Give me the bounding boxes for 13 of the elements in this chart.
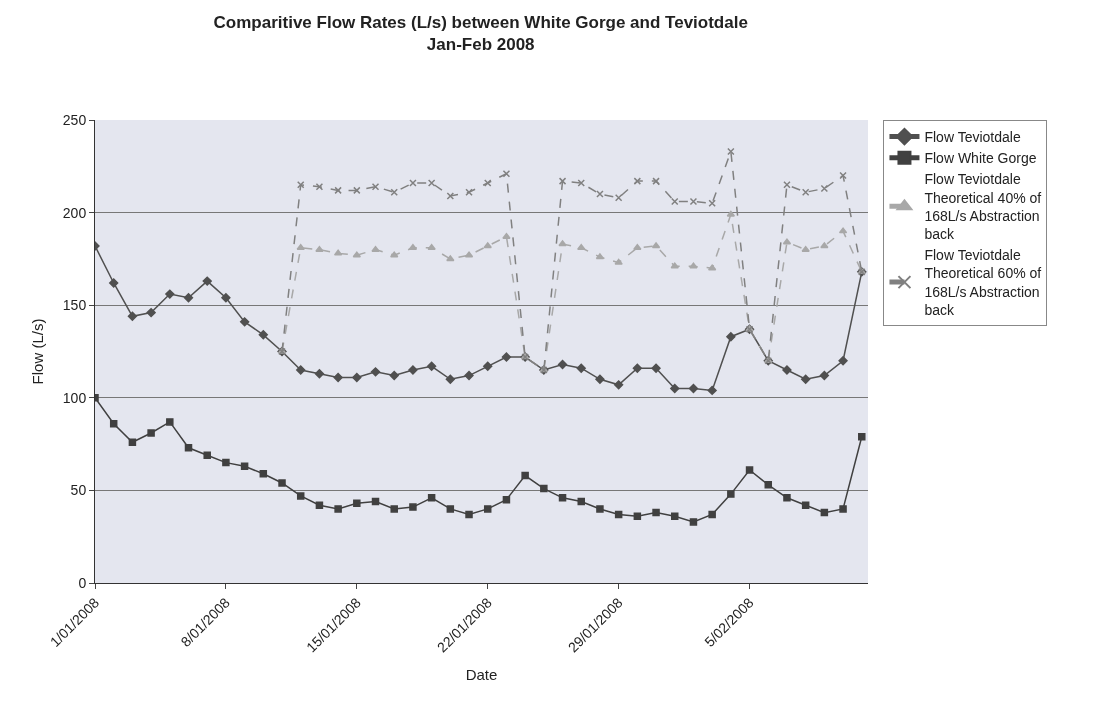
legend-label: Flow White Gorge <box>924 150 1037 167</box>
legend-label: Flow Teviotdale Theoretical 60% of 168L/s Abstraction back <box>924 247 1042 318</box>
chart-title: Comparitive Flow Rates (L/s) between White Gorge and Teviotdale Jan-Feb 2008 <box>213 13 748 55</box>
y-tick-label: 150 <box>62 297 87 314</box>
legend-label: Flow Teviotdale Theoretical 40% of 168L/s Abstraction back <box>924 171 1042 243</box>
y-tick-label: 0 <box>78 574 87 591</box>
y-axis-title: Flow (L/s) <box>29 318 47 385</box>
x-axis-title: Date <box>465 666 498 684</box>
y-tick-label: 50 <box>70 482 87 499</box>
y-tick-label: 100 <box>62 389 87 406</box>
y-tick-label: 250 <box>62 111 87 128</box>
legend-label: Flow Teviotdale <box>924 129 1021 146</box>
y-tick-label: 200 <box>62 204 87 221</box>
